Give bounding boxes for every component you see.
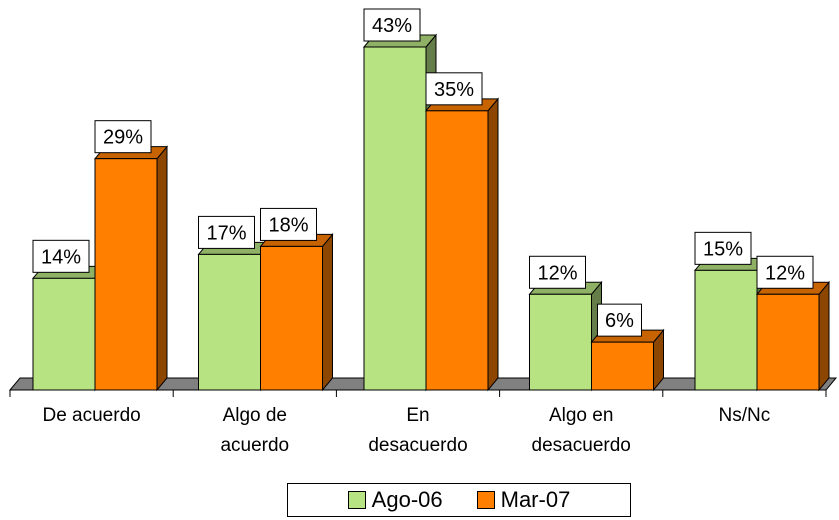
data-label-text: 17% (206, 222, 246, 244)
data-label-text: 15% (703, 238, 743, 260)
data-label-box (425, 72, 483, 106)
data-label-1-3: 43% (363, 8, 421, 42)
bar-2-5 (755, 280, 831, 392)
data-label-text: 35% (434, 79, 474, 101)
bar-front (260, 245, 323, 391)
data-label-1-2: 17% (198, 215, 255, 249)
data-label-text: 12% (765, 262, 805, 284)
category-label-1: De acuerdo (42, 405, 140, 426)
legend-label-series-2: Mar-07 (500, 487, 571, 512)
bar-front (32, 277, 96, 391)
bar-1-1 (31, 264, 107, 392)
data-label-2-5: 12% (756, 255, 814, 289)
bar-1-3 (362, 33, 438, 392)
data-label-box (694, 231, 752, 265)
data-label-text: 14% (41, 246, 81, 268)
legend-swatch-series-1 (347, 491, 366, 509)
data-label-2-1: 29% (94, 120, 152, 154)
data-label-1-5: 15% (694, 231, 752, 265)
data-label-box (756, 255, 814, 289)
bar-2-2 (259, 233, 334, 392)
data-label-2-3: 35% (425, 72, 483, 106)
data-label-box (94, 120, 152, 154)
x-axis (9, 389, 827, 397)
bar-front (94, 158, 158, 391)
data-label-text: 29% (103, 127, 143, 149)
category-label-2: Algo de acuerdo (220, 405, 289, 456)
bar-front (529, 293, 592, 391)
legend: Ago-06 Mar-07 (287, 483, 631, 517)
data-label-box (260, 207, 317, 241)
category-label-3: En desacuerdo (368, 405, 467, 456)
category-label-5: Ns/Nc (719, 405, 771, 426)
data-label-box (32, 239, 90, 273)
data-label-2-2: 18% (260, 207, 317, 241)
bar-front (363, 46, 427, 391)
bar-front (694, 269, 758, 391)
legend-item-series-1: Ago-06 (347, 487, 443, 513)
data-label-1-1: 14% (32, 239, 90, 273)
data-label-2-4: 6% (597, 303, 642, 337)
data-label-box (363, 8, 421, 42)
legend-swatch-series-2 (476, 491, 495, 509)
legend-item-series-2: Mar-07 (476, 487, 571, 513)
bar-front (425, 110, 489, 391)
bar-side (818, 280, 830, 392)
data-label-box (198, 215, 255, 249)
bar-chart: 14% 29% 17% 18% 43% 35% 12% 6% 15% 12% De acuerdo… (8, 8, 838, 456)
bar-front (591, 341, 654, 391)
data-labels: 14% 29% 17% 18% 43% 35% 12% 6% 15% 12% (32, 8, 814, 337)
data-label-text: 18% (268, 214, 308, 236)
legend-label-series-1: Ago-06 (371, 487, 443, 512)
bar-1-2 (197, 241, 272, 392)
category-labels: De acuerdo Algo de acuerdo En desacuerdo Algo… (42, 405, 770, 456)
data-label-text: 43% (372, 15, 412, 37)
bar-side (487, 97, 499, 392)
bar-2-3 (424, 97, 500, 392)
data-label-1-4: 12% (529, 255, 586, 289)
bar-side (322, 233, 333, 392)
bar-side (156, 145, 168, 392)
bar-1-5 (693, 256, 769, 392)
data-label-text: 12% (537, 262, 577, 284)
data-label-text: 6% (605, 310, 634, 332)
bar-2-1 (93, 145, 169, 392)
bar-2-4 (590, 328, 665, 392)
bar-front (756, 293, 820, 391)
bar-1-4 (528, 280, 603, 392)
data-label-box (597, 303, 642, 337)
data-label-box (529, 255, 586, 289)
bar-front (198, 253, 261, 391)
category-label-4: Algo en desacuerdo (532, 405, 631, 456)
